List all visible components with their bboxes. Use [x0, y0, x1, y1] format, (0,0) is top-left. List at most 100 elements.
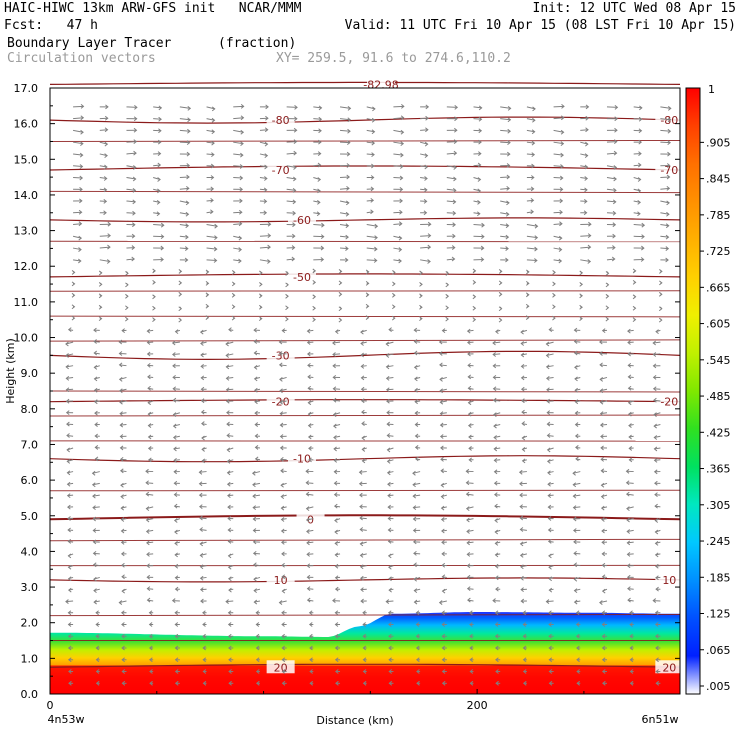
vector-arrow [415, 633, 421, 639]
vector-arrow [225, 398, 234, 404]
vector-arrow [206, 129, 216, 135]
vector-arrow [441, 645, 447, 651]
vector-arrow [576, 680, 581, 686]
y-tick-label: 11.0 [14, 296, 39, 309]
vector-arrow [227, 633, 234, 639]
vector-arrow [255, 622, 260, 627]
vector-arrow [254, 422, 260, 427]
vector-arrow [660, 200, 670, 206]
vector-arrow [71, 304, 76, 310]
vector-arrow [412, 505, 421, 510]
vector-arrow [387, 539, 394, 544]
vector-arrow [441, 528, 447, 534]
vector-arrow [388, 669, 394, 674]
vector-arrow [286, 222, 296, 228]
vector-arrow [340, 174, 351, 180]
vector-arrow [553, 221, 563, 227]
vector-arrow [306, 540, 314, 546]
vector-arrow [446, 116, 458, 122]
vector-arrow [548, 553, 554, 559]
vector-arrow [473, 211, 481, 217]
vector-arrow [575, 610, 581, 616]
vector-arrow [441, 633, 447, 639]
vector-arrow [655, 669, 661, 674]
vector-arrow [93, 350, 100, 356]
vector-arrow [334, 529, 341, 535]
vector-arrow [359, 504, 367, 509]
vector-arrow [340, 246, 349, 251]
vector-arrow [419, 293, 423, 299]
vector-arrow [574, 387, 581, 393]
vector-arrow [387, 516, 394, 521]
vector-arrow [65, 398, 74, 404]
vector-arrow [200, 386, 207, 392]
vector-arrow [439, 411, 447, 417]
vector-arrow [494, 518, 501, 523]
vector-arrow [498, 291, 503, 297]
vector-arrow [629, 610, 634, 616]
vector-arrow [412, 539, 421, 545]
vector-arrow [334, 575, 341, 581]
vector-arrow [361, 421, 367, 426]
colorbar-label: .125 [706, 608, 731, 621]
vector-arrow [573, 550, 581, 556]
vector-arrow [178, 306, 183, 312]
vector-arrow [333, 503, 341, 509]
vector-arrow [500, 186, 510, 191]
vector-arrow [360, 587, 367, 593]
vector-arrow [179, 257, 189, 263]
vector-arrow [258, 304, 263, 310]
vector-arrow [333, 457, 341, 463]
vector-arrow [572, 470, 581, 476]
colorbar-label: .065 [706, 644, 731, 657]
vector-arrow [153, 116, 162, 122]
vector-arrow [601, 633, 607, 639]
vector-arrow [494, 563, 501, 569]
vector-arrow [632, 305, 637, 311]
vector-arrow [500, 234, 510, 240]
vector-arrow [147, 385, 154, 391]
vector-arrow [340, 257, 349, 263]
vector-arrow [92, 562, 100, 568]
colorbar-label: .605 [706, 318, 731, 331]
vector-arrow [633, 139, 643, 145]
vector-arrow [119, 456, 127, 462]
vector-arrow [228, 327, 234, 332]
vector-arrow [626, 563, 634, 569]
vector-arrow [388, 564, 394, 570]
vector-arrow [573, 350, 581, 356]
vector-arrow [391, 315, 396, 321]
vector-arrow [172, 374, 180, 380]
vector-arrow [601, 622, 607, 627]
vector-arrow [420, 104, 430, 110]
vector-arrow [67, 539, 74, 544]
vector-arrow [469, 680, 474, 686]
vector-arrow [573, 562, 581, 568]
vector-arrow [574, 433, 581, 439]
vector-arrow [413, 365, 421, 370]
vector-arrow [174, 622, 180, 627]
vector-arrow [576, 669, 581, 674]
vector-arrow [466, 586, 474, 592]
vector-arrow [68, 587, 74, 593]
vector-arrow [202, 610, 207, 616]
vector-arrow [473, 162, 482, 168]
vector-arrow [440, 482, 447, 488]
vector-arrow [659, 280, 663, 286]
vector-arrow [606, 233, 616, 239]
vector-arrow [413, 339, 421, 344]
vector-arrow [312, 305, 316, 311]
vector-arrow [145, 529, 154, 534]
vector-arrow [627, 400, 634, 406]
vector-arrow [228, 587, 234, 593]
vector-arrow [125, 282, 129, 288]
vector-arrow [99, 127, 109, 133]
vector-arrow [526, 117, 536, 123]
vector-arrow [393, 187, 404, 192]
vector-arrow [253, 588, 261, 594]
vector-arrow [146, 574, 154, 580]
vector-arrow [305, 506, 314, 511]
vector-arrow [120, 540, 127, 545]
vector-arrow [420, 221, 432, 227]
vector-arrow [628, 457, 634, 463]
